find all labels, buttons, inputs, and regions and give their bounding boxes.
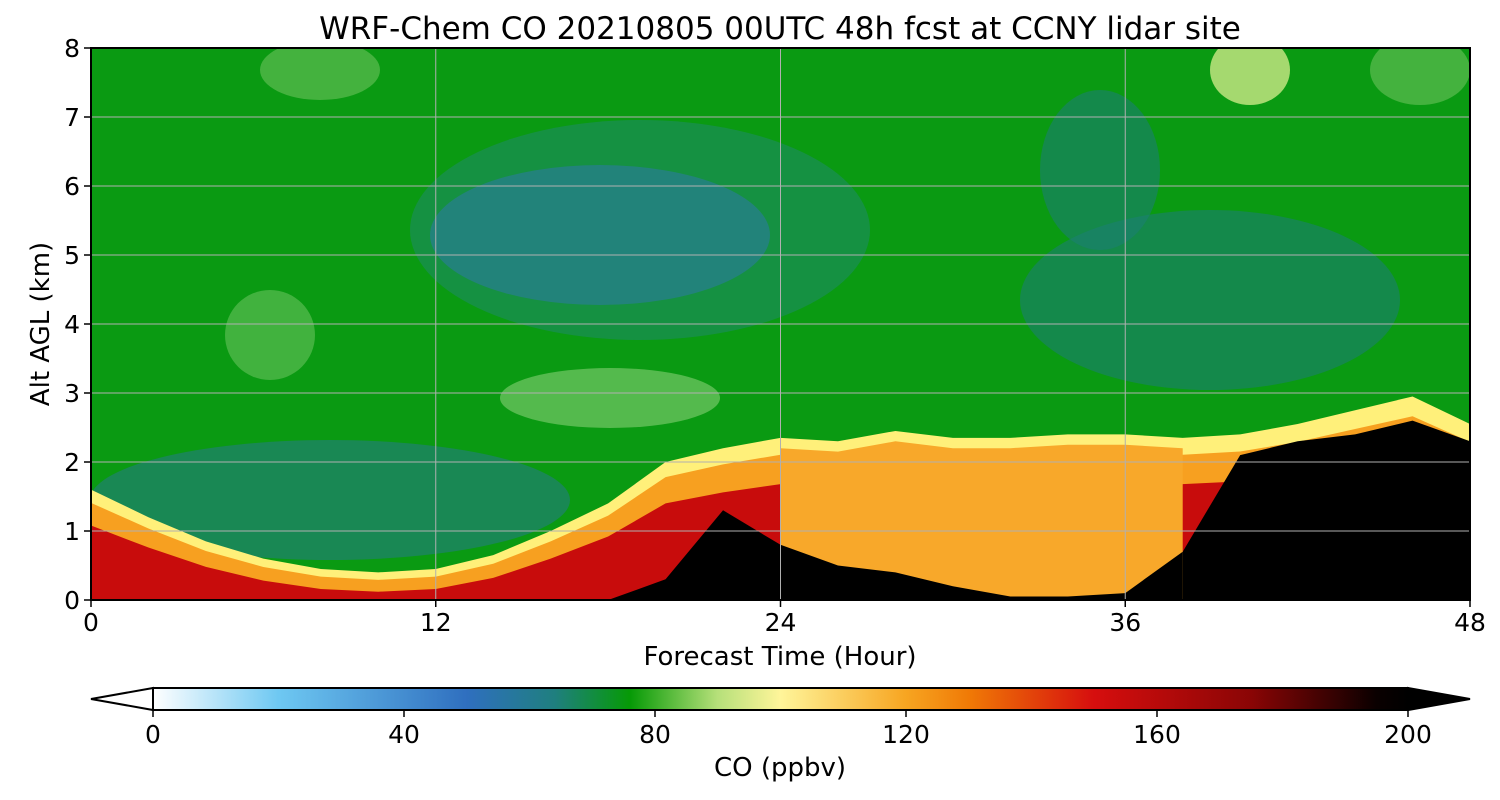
colorbar-extend-high: [1407, 686, 1471, 712]
light-green-patch-4: [1370, 48, 1470, 105]
x-tick-label-48: 48: [1454, 608, 1486, 637]
y-axis-ticks: 0 1 2 3 4 5 6 7 8: [64, 34, 91, 615]
x-tick-label-24: 24: [765, 608, 797, 637]
y-tick-label-2: 2: [64, 448, 80, 477]
light-green-patch-5: [260, 48, 380, 100]
colorbar-ticks: 0 40 80 120 160 200: [145, 710, 1432, 749]
light-green-patch-1: [225, 290, 315, 380]
surface-layer-black-core: [780, 544, 1183, 600]
colorbar-tick-label-200: 200: [1384, 720, 1432, 749]
y-tick-label-8: 8: [64, 34, 80, 63]
colorbar-extend-low: [90, 686, 154, 712]
y-tick-label-1: 1: [64, 517, 80, 546]
y-tick-label-6: 6: [64, 172, 80, 201]
y-tick-label-3: 3: [64, 379, 80, 408]
teal-region-right-top: [1040, 90, 1160, 250]
y-tick-label-5: 5: [64, 241, 80, 270]
x-tick-label-36: 36: [1109, 608, 1141, 637]
y-axis-label: Alt AGL (km): [26, 242, 56, 406]
y-tick-label-0: 0: [64, 586, 80, 615]
colorbar-label: CO (ppbv): [714, 753, 846, 783]
colorbar-tick-label-160: 160: [1133, 720, 1181, 749]
colorbar-body: [153, 688, 1408, 710]
colorbar-tick-label-0: 0: [145, 720, 161, 749]
x-tick-label-0: 0: [83, 608, 99, 637]
y-tick-label-7: 7: [64, 103, 80, 132]
light-green-patch-2: [500, 368, 720, 428]
colorbar-tick-label-40: 40: [388, 720, 420, 749]
x-tick-label-12: 12: [420, 608, 452, 637]
surface-layer-orange-core: [780, 441, 1183, 600]
colorbar: 0 40 80 120 160 200: [90, 686, 1471, 749]
teal-region-upper: [410, 120, 870, 340]
colorbar-frame: [152, 687, 1409, 711]
light-green-patch-3: [1210, 48, 1290, 105]
y-tick-label-4: 4: [64, 310, 80, 339]
teal-region-lower: [91, 440, 570, 560]
x-axis-ticks: 0 12 24 36 48: [83, 600, 1486, 637]
chart-title: WRF-Chem CO 20210805 00UTC 48h fcst at C…: [319, 11, 1241, 47]
x-axis-label: Forecast Time (Hour): [643, 642, 916, 672]
colorbar-tick-label-80: 80: [639, 720, 671, 749]
colorbar-tick-label-120: 120: [882, 720, 930, 749]
